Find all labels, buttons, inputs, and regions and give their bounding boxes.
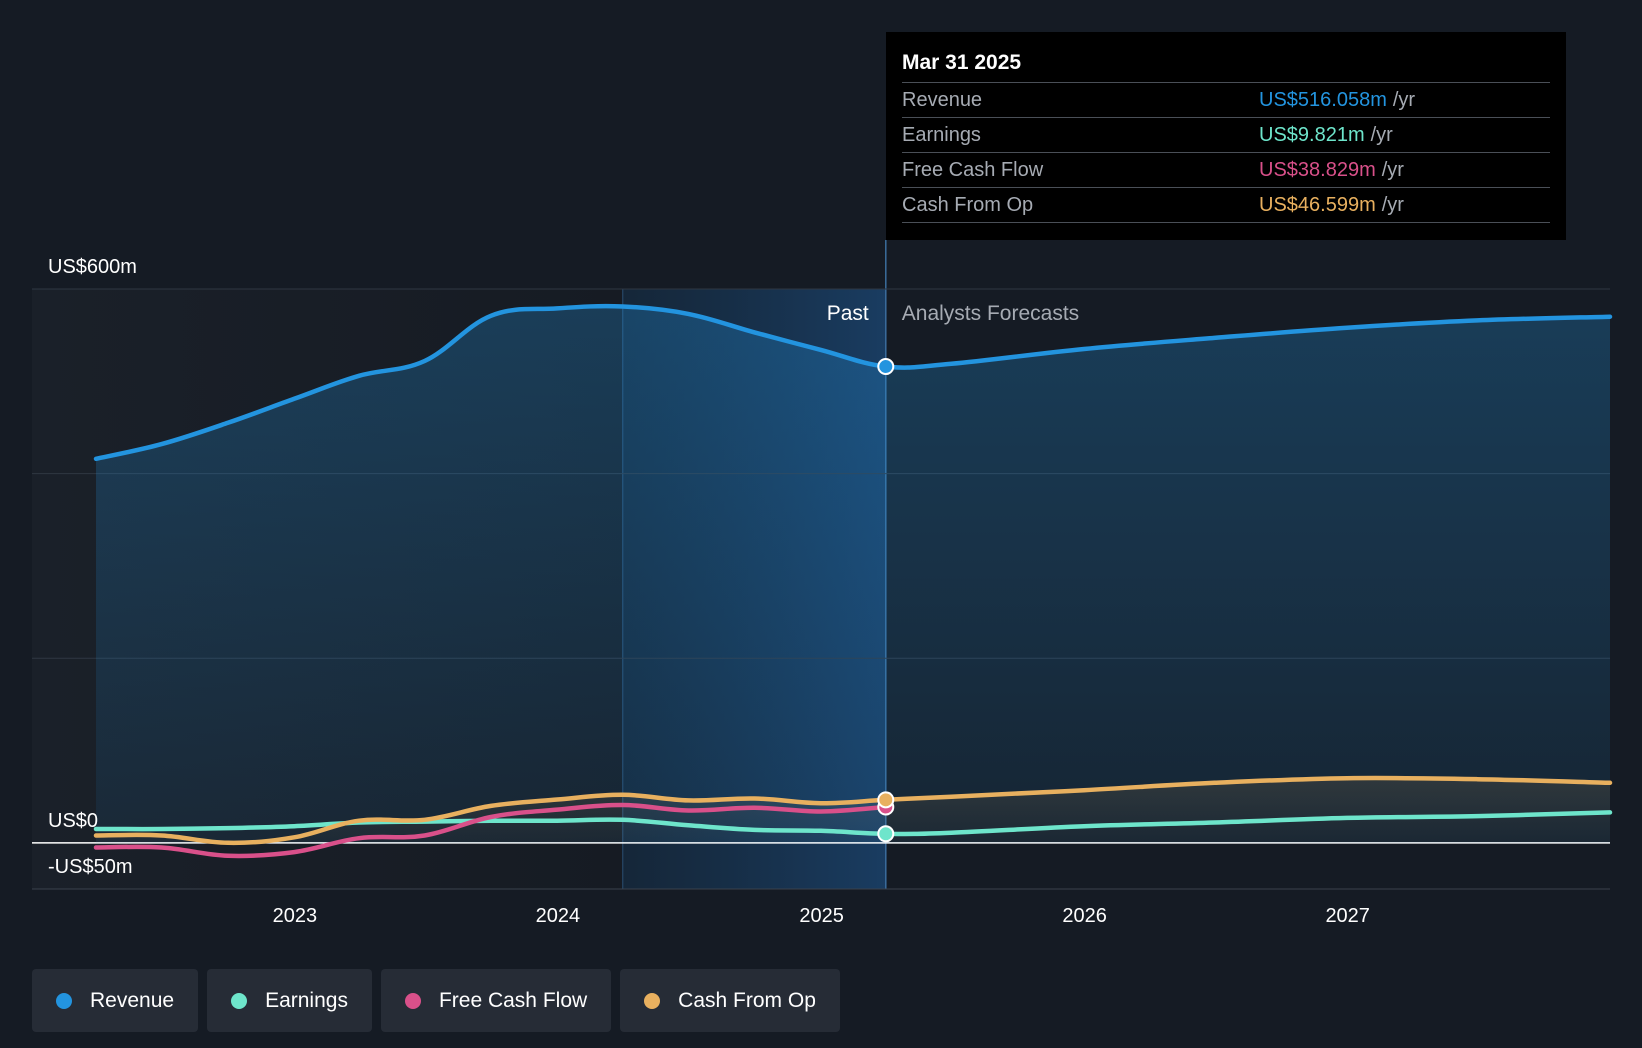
cash-from-op-point — [877, 791, 895, 809]
revenue-line — [93, 303, 1613, 462]
x-tick-label: 2026 — [1062, 905, 1107, 927]
tooltip-value: US$516.058m — [1259, 88, 1387, 111]
legend-dot-icon — [404, 992, 421, 1009]
tooltip-unit: /yr — [1381, 158, 1404, 181]
tooltip-row-earnings: Earnings US$9.821m /yr — [902, 117, 1550, 152]
legend-item-revenue[interactable]: Revenue — [32, 969, 199, 1032]
tooltip-label: Cash From Op — [902, 193, 1034, 216]
tooltip-row-cash-from-op: Cash From Op US$46.599m /yr — [902, 187, 1550, 223]
tooltip-unit: /yr — [1370, 123, 1393, 146]
revenue-area — [96, 306, 1610, 843]
earnings-point — [877, 825, 895, 843]
tooltip-label: Earnings — [902, 123, 981, 146]
legend-label: Free Cash Flow — [438, 988, 588, 1012]
revenue-point — [877, 358, 895, 376]
tooltip-value: US$46.599m — [1259, 193, 1376, 216]
tooltip-row-revenue: Revenue US$516.058m /yr — [902, 82, 1550, 117]
tooltip-label: Revenue — [902, 88, 983, 111]
tooltip-label: Free Cash Flow — [902, 158, 1044, 181]
tooltip-value: US$38.829m — [1259, 158, 1376, 181]
tooltip-unit: /yr — [1381, 193, 1404, 216]
legend-dot-icon — [231, 992, 248, 1009]
tooltip: Mar 31 2025 Revenue US$516.058m /yr Earn… — [886, 32, 1566, 240]
x-tick-label: 2024 — [536, 905, 581, 927]
x-tick-label: 2027 — [1325, 905, 1370, 927]
legend-dot-icon — [644, 992, 661, 1009]
x-tick-label: 2025 — [799, 905, 844, 927]
forecast-label: Analysts Forecasts — [902, 302, 1079, 325]
tooltip-unit: /yr — [1392, 88, 1416, 111]
legend-label: Revenue — [90, 988, 175, 1012]
y-tick-label: US$0 — [48, 810, 98, 832]
past-label: Past — [827, 302, 869, 325]
earnings-line — [93, 810, 1613, 837]
tooltip-row-free-cash-flow: Free Cash Flow US$38.829m /yr — [902, 152, 1550, 187]
free-cash-flow-line — [93, 802, 889, 859]
legend: Revenue Earnings Free Cash Flow Cash Fro… — [32, 969, 840, 1032]
legend-dot-icon — [56, 992, 72, 1009]
legend-item-cash-from-op[interactable]: Cash From Op — [620, 969, 840, 1032]
legend-item-free-cash-flow[interactable]: Free Cash Flow — [380, 969, 612, 1032]
legend-label: Cash From Op — [678, 988, 816, 1012]
y-tick-label: -US$50m — [48, 856, 132, 878]
tooltip-value: US$9.821m — [1259, 123, 1365, 146]
y-tick-label: US$600m — [48, 256, 137, 278]
legend-label: Earnings — [265, 988, 348, 1012]
x-tick-label: 2023 — [273, 905, 318, 927]
cash-from-op-line — [93, 775, 1613, 846]
tooltip-date: Mar 31 2025 — [902, 51, 1022, 74]
legend-item-earnings[interactable]: Earnings — [207, 969, 372, 1032]
